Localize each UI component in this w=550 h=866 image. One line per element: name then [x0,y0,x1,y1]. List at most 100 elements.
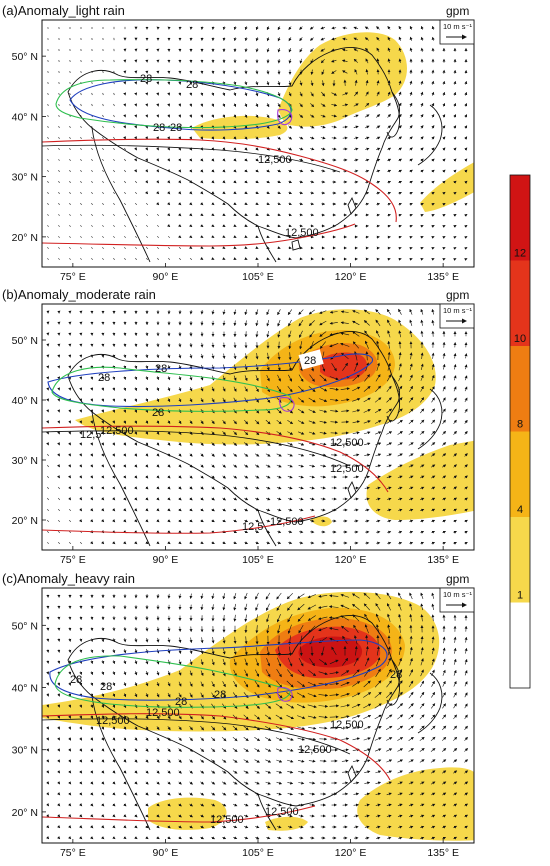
wind-vector [409,47,413,52]
wind-vector [266,158,270,162]
wind-vector [113,158,115,162]
wind-vector [464,147,468,151]
wind-vector [255,202,259,206]
x-tick-label: 75° E [60,271,86,283]
wind-vector [453,213,457,217]
wind-vector [134,92,138,96]
wind-vector [91,92,93,96]
wind-vector [331,37,337,41]
wind-vector [420,25,424,30]
wind-vector [431,125,435,129]
wind-vector [320,103,326,107]
wind-vector [178,213,182,217]
wind-vector [211,224,215,228]
svg-text:28: 28 [304,355,316,367]
wind-vector [277,91,281,97]
wind-vector [145,81,149,85]
wind-vector [113,169,115,173]
wind-vector [320,136,326,140]
wind-vector [299,191,304,195]
wind-vector [464,125,468,129]
wind-vector [464,169,468,173]
wind-vector [58,225,60,227]
wind-vector [409,113,413,118]
wind-vector [167,180,171,184]
wind-vector [113,192,115,194]
wind-vector [102,103,104,107]
wind-vector [331,92,338,96]
wind-vector [398,180,403,184]
wind-vector [364,102,370,107]
y-tick-label: 40° N [12,395,38,407]
wind-vector [178,103,181,107]
wind-vector [299,158,304,162]
wind-vector [288,213,292,217]
wind-vector [431,191,435,195]
wind-vector [47,225,49,227]
wind-vector [189,158,193,162]
wind-vector [409,102,413,107]
wind-vector [58,115,60,117]
wind-vector [244,180,248,184]
wind-vector [47,126,49,128]
x-tick-label: 105° E [242,271,274,283]
wind-vector [189,191,193,195]
y-tick-label: 20° N [12,807,38,819]
wind-vector [134,125,137,129]
wind-vector [255,114,259,118]
wind-vector [364,114,370,118]
wind-vector [288,158,293,162]
wind-vector [233,37,237,42]
wind-vector [409,91,413,96]
wind-vector [376,213,380,217]
wind-vector [167,136,170,140]
wind-vector [299,37,303,42]
wind-vector [453,114,456,118]
wind-vector [321,169,326,173]
wind-vector [167,202,171,206]
wind-vector [113,181,115,183]
wind-vector [80,170,82,172]
wind-vector [310,191,315,195]
panel-b-label-28-b: 28 [155,363,167,375]
wind-vector [277,37,281,42]
wind-vector [420,192,424,195]
wind-vector [145,147,148,151]
x-tick-label: 105° E [242,554,274,566]
wind-vector [80,192,82,194]
panel-a-reference-vector: 10 m s⁻¹ [439,19,475,45]
wind-vector [80,214,82,216]
x-tick-label: 135° E [427,847,459,859]
wind-vector [376,125,381,129]
wind-vector [266,180,270,184]
wind-vector [167,92,171,96]
wind-vector [167,81,171,85]
wind-vector [135,214,137,216]
panel-a-anomaly-shading-west [192,115,288,140]
wind-vector [233,147,237,151]
wind-vector [134,136,137,140]
wind-vector [244,37,248,42]
x-tick-label: 135° E [427,271,459,283]
panel-b-label-12500-b: 12,500 [330,437,364,449]
wind-vector [299,169,304,173]
panel-a-anomaly-shading-east [420,162,474,212]
panel-c-label-12500-b: 12,500 [146,707,180,719]
wind-vector [222,26,226,31]
wind-vector [299,26,303,30]
wind-vector [420,214,424,217]
wind-vector [398,169,403,173]
wind-vector [277,80,281,86]
wind-vector [146,225,148,227]
wind-vector [156,103,160,107]
wind-vector [124,214,126,216]
wind-vector [442,80,446,85]
wind-vector [156,81,160,85]
wind-vector [189,136,193,140]
wind-vector [453,169,457,173]
wind-vector [376,114,381,118]
wind-vector [342,103,349,107]
wind-vector [387,125,392,129]
wind-vector [167,114,170,118]
